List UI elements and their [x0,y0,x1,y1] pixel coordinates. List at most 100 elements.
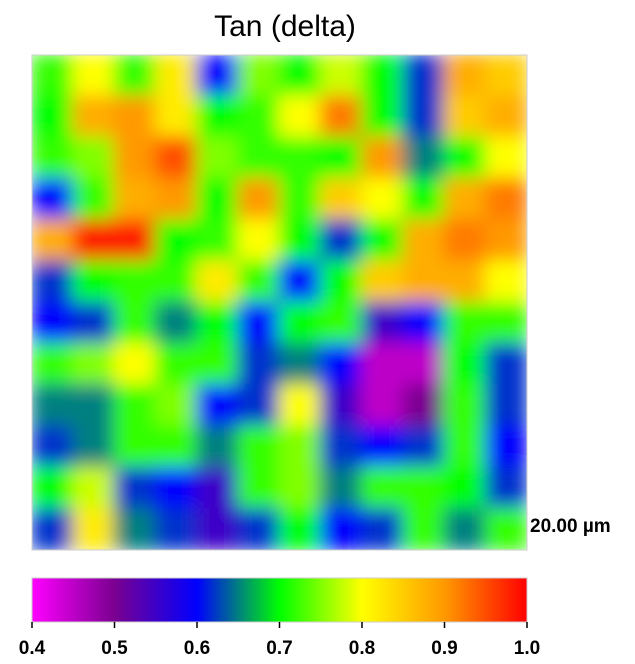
map-cell [31,384,74,427]
map-cell [402,384,445,427]
map-cell [444,384,487,427]
map-cell [237,343,280,386]
map-cell [196,384,239,427]
map-cell [320,54,363,97]
map-cell [279,178,322,221]
map-cell [279,219,322,262]
map-cell [361,137,404,180]
map-cell [361,425,404,468]
map-cell [31,137,74,180]
map-cell [72,137,115,180]
map-cell [320,137,363,180]
map-cell [320,343,363,386]
map-cell [114,219,157,262]
map-cell [155,178,198,221]
map-cell [361,343,404,386]
map-cell [31,178,74,221]
map-cell [114,384,157,427]
colorbar-tick-label: 0.8 [349,638,375,659]
map-cell [444,219,487,262]
map-cell [155,137,198,180]
map-cell [114,260,157,303]
colorbar-tick-label: 0.4 [19,638,46,659]
map-cell [196,343,239,386]
map-cell [485,260,528,303]
map-cell [361,219,404,262]
map-cell [485,467,528,510]
map-cell [72,178,115,221]
map-cell [485,95,528,138]
map-cell [320,302,363,345]
colorbar-tick-label: 0.7 [266,638,292,659]
map-cell [31,219,74,262]
map-cell [361,95,404,138]
map-cell [114,425,157,468]
map-cell [402,95,445,138]
map-cell [114,137,157,180]
map-cell [72,467,115,510]
map-cell [402,302,445,345]
map-cell [196,425,239,468]
map-cell [279,95,322,138]
map-cell [196,95,239,138]
map-cell [444,302,487,345]
map-cell [155,425,198,468]
scale-label: 20.00 µm [530,516,611,537]
chart-title: Tan (delta) [214,10,356,43]
map-cell [114,343,157,386]
map-cell [361,302,404,345]
map-cell [361,467,404,510]
map-cell [155,219,198,262]
map-cell [361,178,404,221]
map-cell [444,508,487,551]
map-cell [485,425,528,468]
map-cell [237,467,280,510]
map-cell [155,302,198,345]
map-cell [155,508,198,551]
map-cell [444,425,487,468]
map-cell [31,302,74,345]
map-cell [72,260,115,303]
map-cell [402,137,445,180]
map-cell [31,95,74,138]
map-cell [237,95,280,138]
map-cell [237,54,280,97]
map-cell [444,137,487,180]
map-cell [485,508,528,551]
map-cell [279,260,322,303]
map-cell [155,260,198,303]
map-cell [485,384,528,427]
map-cell [279,467,322,510]
map-cell [279,425,322,468]
colorbar-tick-label: 0.9 [431,638,457,659]
map-cell [31,343,74,386]
map-cell [361,384,404,427]
map-cell [485,219,528,262]
map-cell [237,302,280,345]
colorbar [32,578,527,622]
map-cell [444,54,487,97]
map-cell [237,219,280,262]
map-cell [31,260,74,303]
map-cell [402,54,445,97]
map-cell [402,425,445,468]
map-cell [320,260,363,303]
map-cells [31,54,528,551]
map-cell [279,137,322,180]
map-cell [196,54,239,97]
map-cell [155,95,198,138]
map-cell [72,508,115,551]
map-cell [72,302,115,345]
map-cell [72,343,115,386]
map-cell [402,467,445,510]
map-cell [279,384,322,427]
map-cell [402,219,445,262]
map-cell [72,95,115,138]
map-cell [237,178,280,221]
map-cell [485,178,528,221]
map-cell [114,54,157,97]
map-cell [237,425,280,468]
map-cell [320,508,363,551]
map-cell [196,467,239,510]
